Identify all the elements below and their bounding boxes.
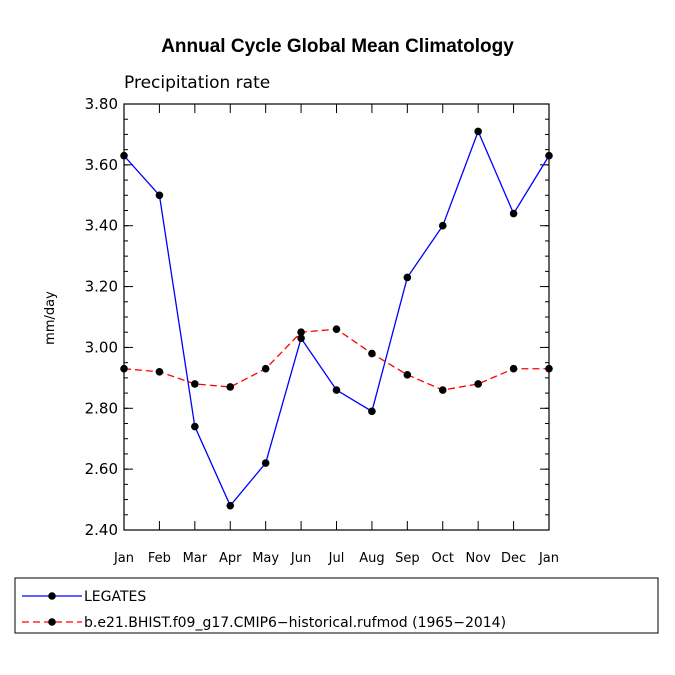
- data-point: [332, 325, 341, 333]
- axis-ticks: 2.40 2.60 2.80 3.00 3.20 3.40 3.60 3.80 Jan Feb Ma…: [85, 95, 559, 566]
- legend-label-0: LEGATES: [84, 589, 146, 605]
- legend-box: [14, 577, 659, 634]
- data-point: [474, 127, 482, 136]
- chart-title: Annual Cycle Global Mean Climatology: [161, 36, 514, 57]
- y-tick-label: 3.80: [85, 95, 118, 113]
- y-tick-label: 2.80: [85, 399, 118, 417]
- x-tick-label: Jun: [290, 551, 311, 566]
- x-tick-label: Nov: [465, 551, 491, 566]
- x-tick-label: Aug: [359, 551, 384, 566]
- data-point: [155, 367, 164, 376]
- y-tick-label: 2.40: [85, 521, 118, 539]
- data-point: [226, 383, 235, 391]
- data-point: [438, 221, 447, 230]
- data-point: [191, 422, 199, 431]
- data-point: [368, 407, 376, 416]
- data-point: [297, 328, 305, 337]
- data-point: [191, 380, 199, 388]
- data-point: [261, 364, 270, 373]
- legend-marker: [48, 618, 56, 626]
- data-point: [509, 209, 518, 218]
- series-line-0: [123, 129, 550, 507]
- data-point: [509, 364, 518, 373]
- y-axis-label: mm/day: [43, 291, 58, 345]
- y-tick-label: 3.20: [85, 278, 118, 296]
- x-tick-label: May: [252, 551, 279, 566]
- x-tick-label: Jan: [113, 551, 134, 566]
- y-tick-label: 3.60: [85, 156, 118, 174]
- chart-subtitle: Precipitation rate: [124, 73, 270, 93]
- data-point: [403, 273, 412, 282]
- data-point: [226, 501, 235, 510]
- x-tick-label: Oct: [432, 551, 454, 566]
- data-point: [403, 371, 412, 379]
- x-tick-label: Sep: [395, 551, 420, 566]
- data-point: [155, 191, 164, 200]
- data-point: [261, 459, 270, 467]
- plot-frame: [123, 103, 550, 531]
- y-tick-label: 3.40: [85, 217, 118, 235]
- legend-label-1: b.e21.BHIST.f09_g17.CMIP6−historical.ruf…: [84, 615, 506, 631]
- x-tick-label: Jan: [538, 551, 559, 566]
- legend: LEGATES b.e21.BHIST.f09_g17.CMIP6−histori…: [14, 577, 659, 634]
- series-lines: [120, 127, 553, 510]
- legend-marker: [48, 592, 56, 600]
- data-point: [332, 386, 341, 394]
- x-tick-label: Dec: [501, 551, 526, 566]
- data-point: [368, 349, 376, 358]
- data-point: [297, 334, 305, 343]
- data-point: [438, 386, 447, 394]
- x-tick-label: Mar: [183, 551, 208, 566]
- y-tick-label: 3.00: [85, 338, 118, 356]
- data-point: [474, 380, 482, 388]
- x-tick-label: Feb: [148, 551, 171, 566]
- y-tick-label: 2.60: [85, 460, 118, 478]
- x-tick-label: Apr: [219, 551, 242, 566]
- x-tick-label: Jul: [328, 551, 345, 566]
